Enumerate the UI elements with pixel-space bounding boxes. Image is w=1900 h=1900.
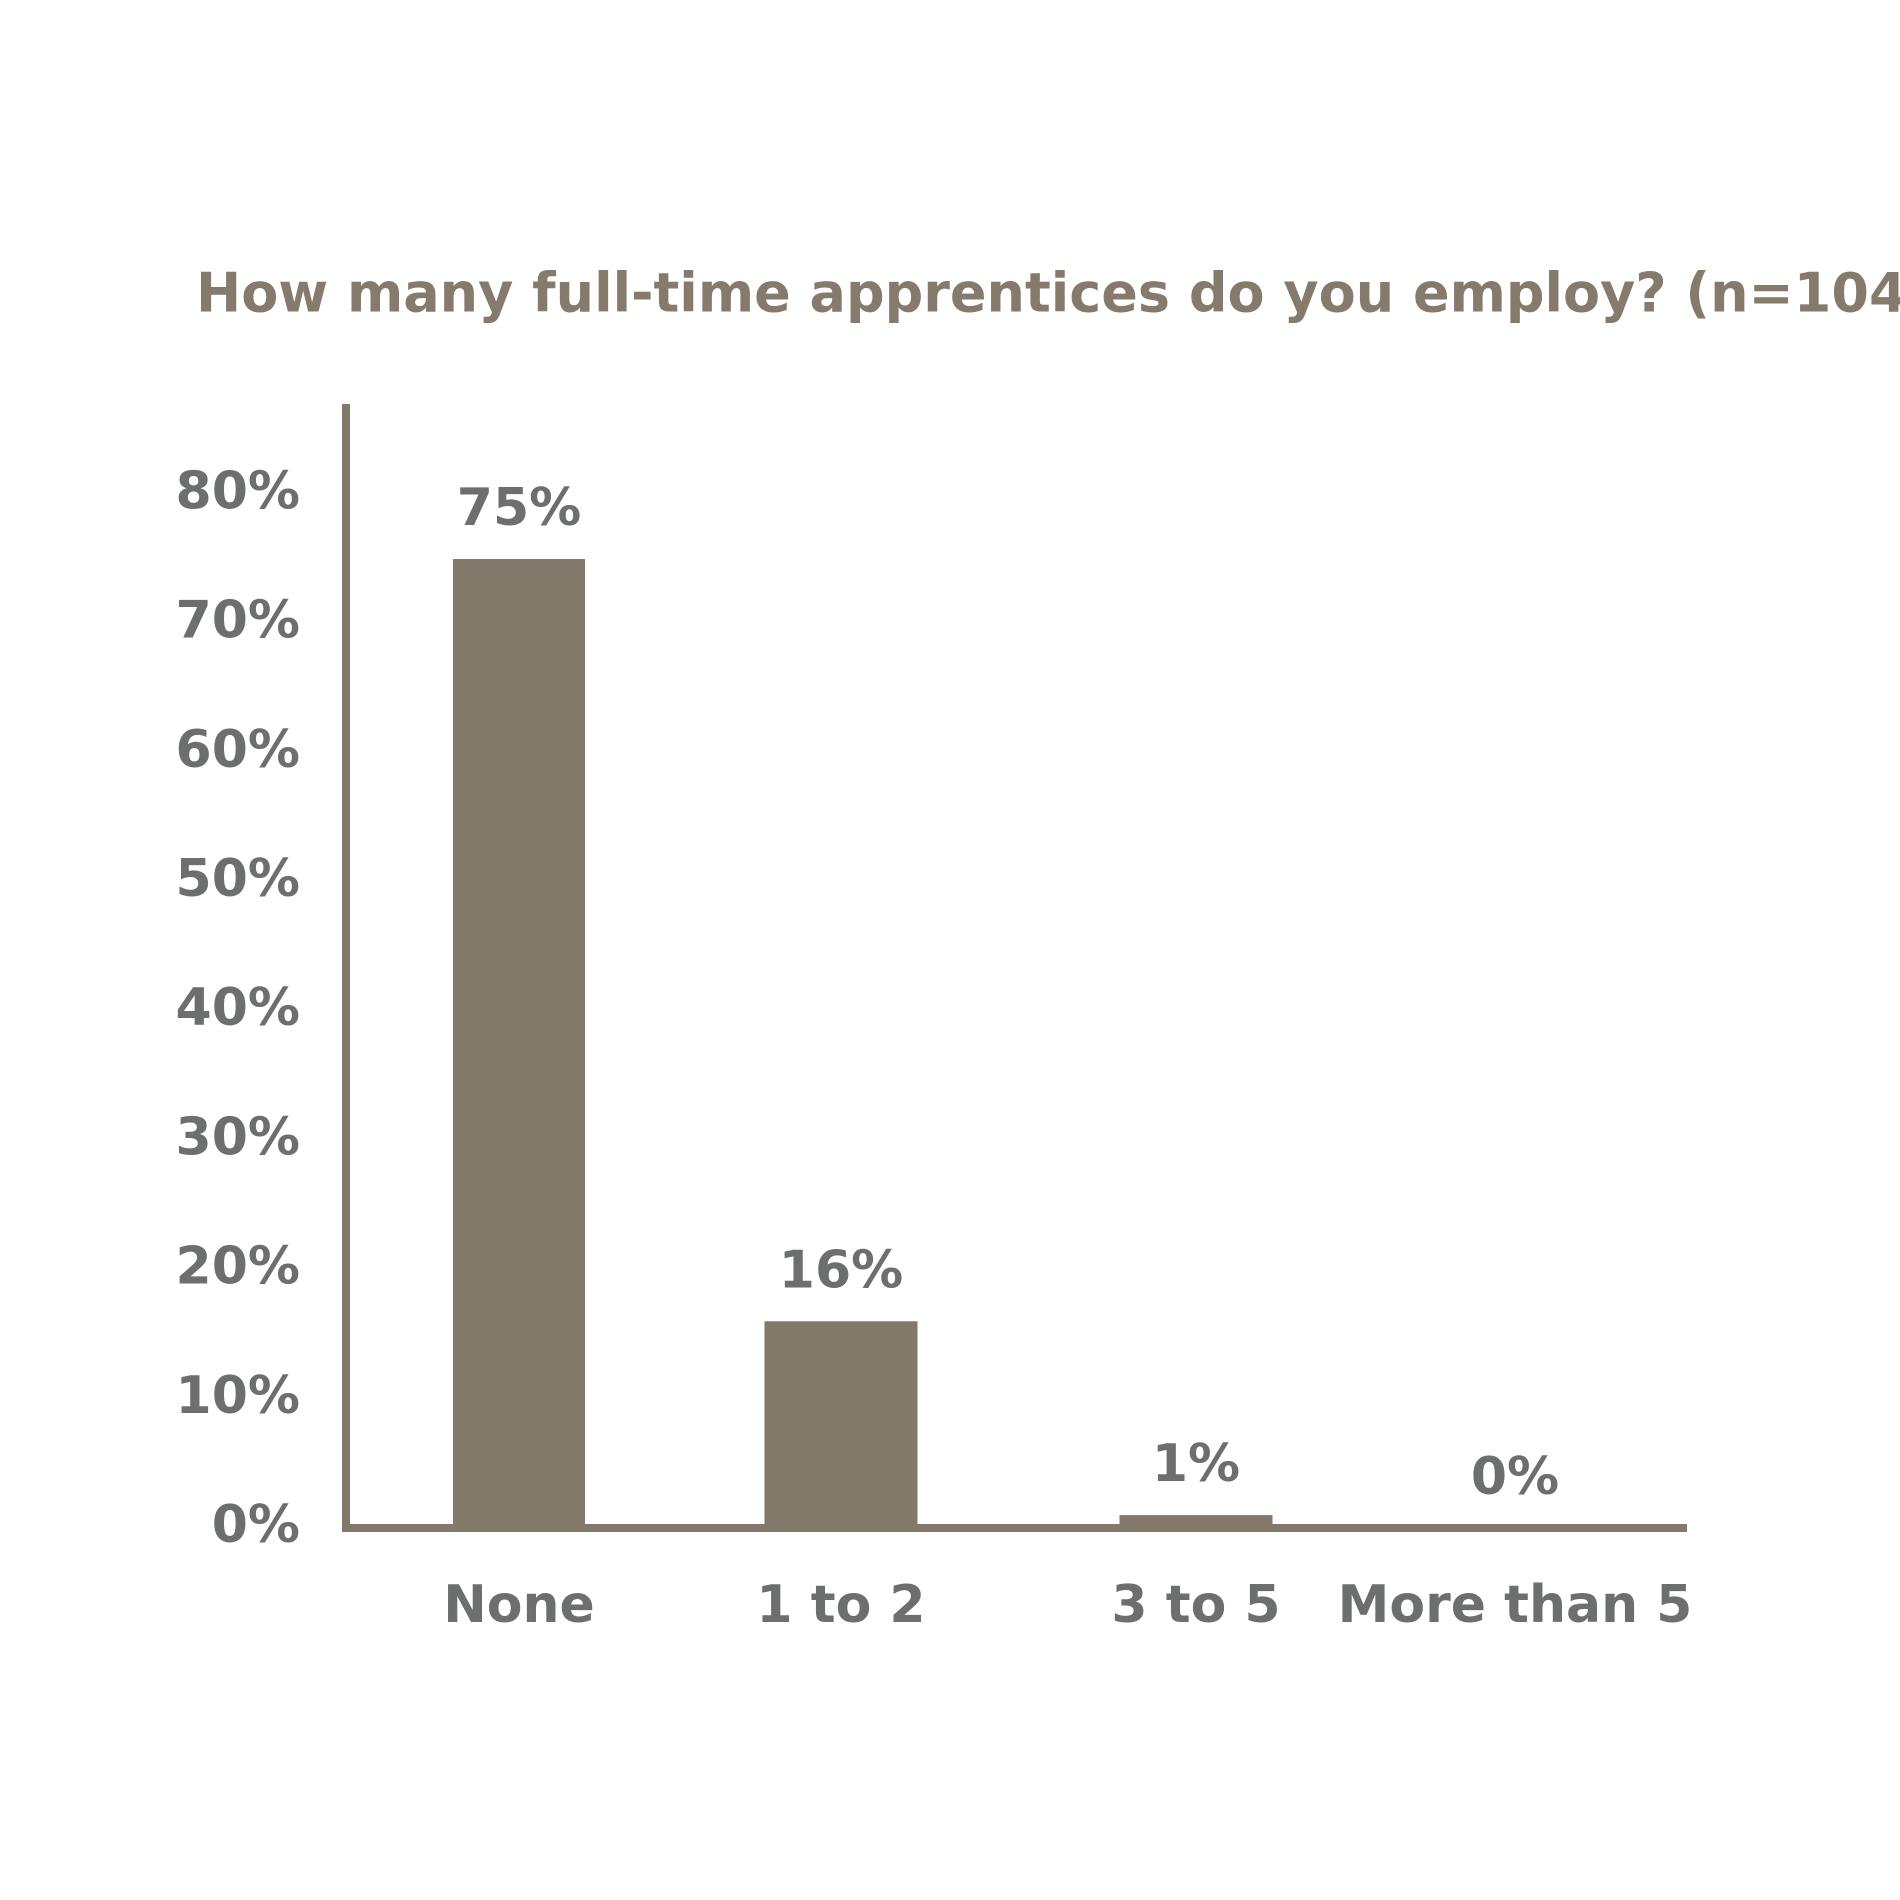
x-tick-label: None <box>443 1575 595 1635</box>
y-tick-label: 10% <box>176 1366 300 1426</box>
value-label: 0% <box>1471 1447 1559 1507</box>
x-tick-label: 1 to 2 <box>756 1575 925 1635</box>
x-tick-label: More than 5 <box>1338 1575 1693 1635</box>
y-tick-label: 20% <box>176 1237 300 1297</box>
y-tick-label: 40% <box>176 978 300 1038</box>
x-tick-label: 3 to 5 <box>1111 1575 1280 1635</box>
value-label: 75% <box>457 478 581 538</box>
y-tick-label: 60% <box>176 720 300 780</box>
chart-title: How many full-time apprentices do you em… <box>196 262 1900 325</box>
value-label: 16% <box>779 1240 903 1300</box>
y-tick-label: 30% <box>176 1107 300 1167</box>
y-tick-label: 80% <box>176 461 300 521</box>
value-label: 1% <box>1152 1434 1240 1494</box>
y-tick-label: 70% <box>176 591 300 651</box>
y-tick-label: 50% <box>176 849 300 909</box>
y-tick-label: 0% <box>212 1495 300 1555</box>
bar <box>453 559 585 1528</box>
bar <box>764 1321 918 1528</box>
